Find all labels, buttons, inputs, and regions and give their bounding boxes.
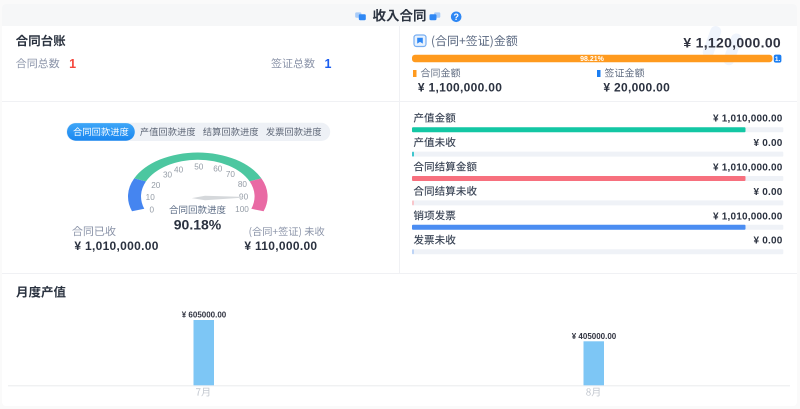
svg-text:1.: 1.: [775, 56, 781, 63]
svg-text:20: 20: [151, 181, 161, 190]
svg-text:¥ 605000.00: ¥ 605000.00: [182, 310, 227, 319]
svg-text:100: 100: [235, 205, 249, 214]
svg-text:60: 60: [213, 165, 223, 174]
svg-text:80: 80: [238, 180, 248, 189]
svg-text:¥ 1,010,000.00: ¥ 1,010,000.00: [713, 114, 783, 125]
svg-text:¥ 0.00: ¥ 0.00: [753, 236, 782, 247]
svg-text:¥ 0.00: ¥ 0.00: [753, 138, 782, 149]
svg-text:90.18%: 90.18%: [174, 217, 222, 233]
svg-text:70: 70: [226, 170, 236, 179]
svg-text:¥ 1,010,000.00: ¥ 1,010,000.00: [713, 163, 783, 174]
svg-text:¥ 1,010,000.00: ¥ 1,010,000.00: [713, 211, 783, 222]
svg-text:30: 30: [163, 170, 173, 179]
svg-text:98.21%: 98.21%: [580, 56, 605, 63]
svg-text:¥ 1,100,000.00: ¥ 1,100,000.00: [418, 81, 502, 95]
svg-text:¥ 20,000.00: ¥ 20,000.00: [603, 81, 670, 95]
svg-text:90: 90: [239, 193, 249, 202]
svg-text:1: 1: [69, 57, 76, 71]
svg-text:0: 0: [150, 206, 155, 215]
svg-text:10: 10: [146, 193, 156, 202]
svg-text:¥ 405000.00: ¥ 405000.00: [572, 332, 617, 341]
svg-text:50: 50: [194, 162, 204, 171]
svg-text:40: 40: [174, 165, 184, 174]
svg-text:1: 1: [325, 57, 332, 71]
svg-text:?: ?: [453, 12, 459, 22]
svg-text:¥ 0.00: ¥ 0.00: [753, 187, 782, 198]
svg-text:¥ 1,120,000.00: ¥ 1,120,000.00: [683, 34, 781, 50]
svg-text:¥ 110,000.00: ¥ 110,000.00: [244, 239, 317, 253]
svg-text:¥ 1,010,000.00: ¥ 1,010,000.00: [74, 239, 158, 253]
